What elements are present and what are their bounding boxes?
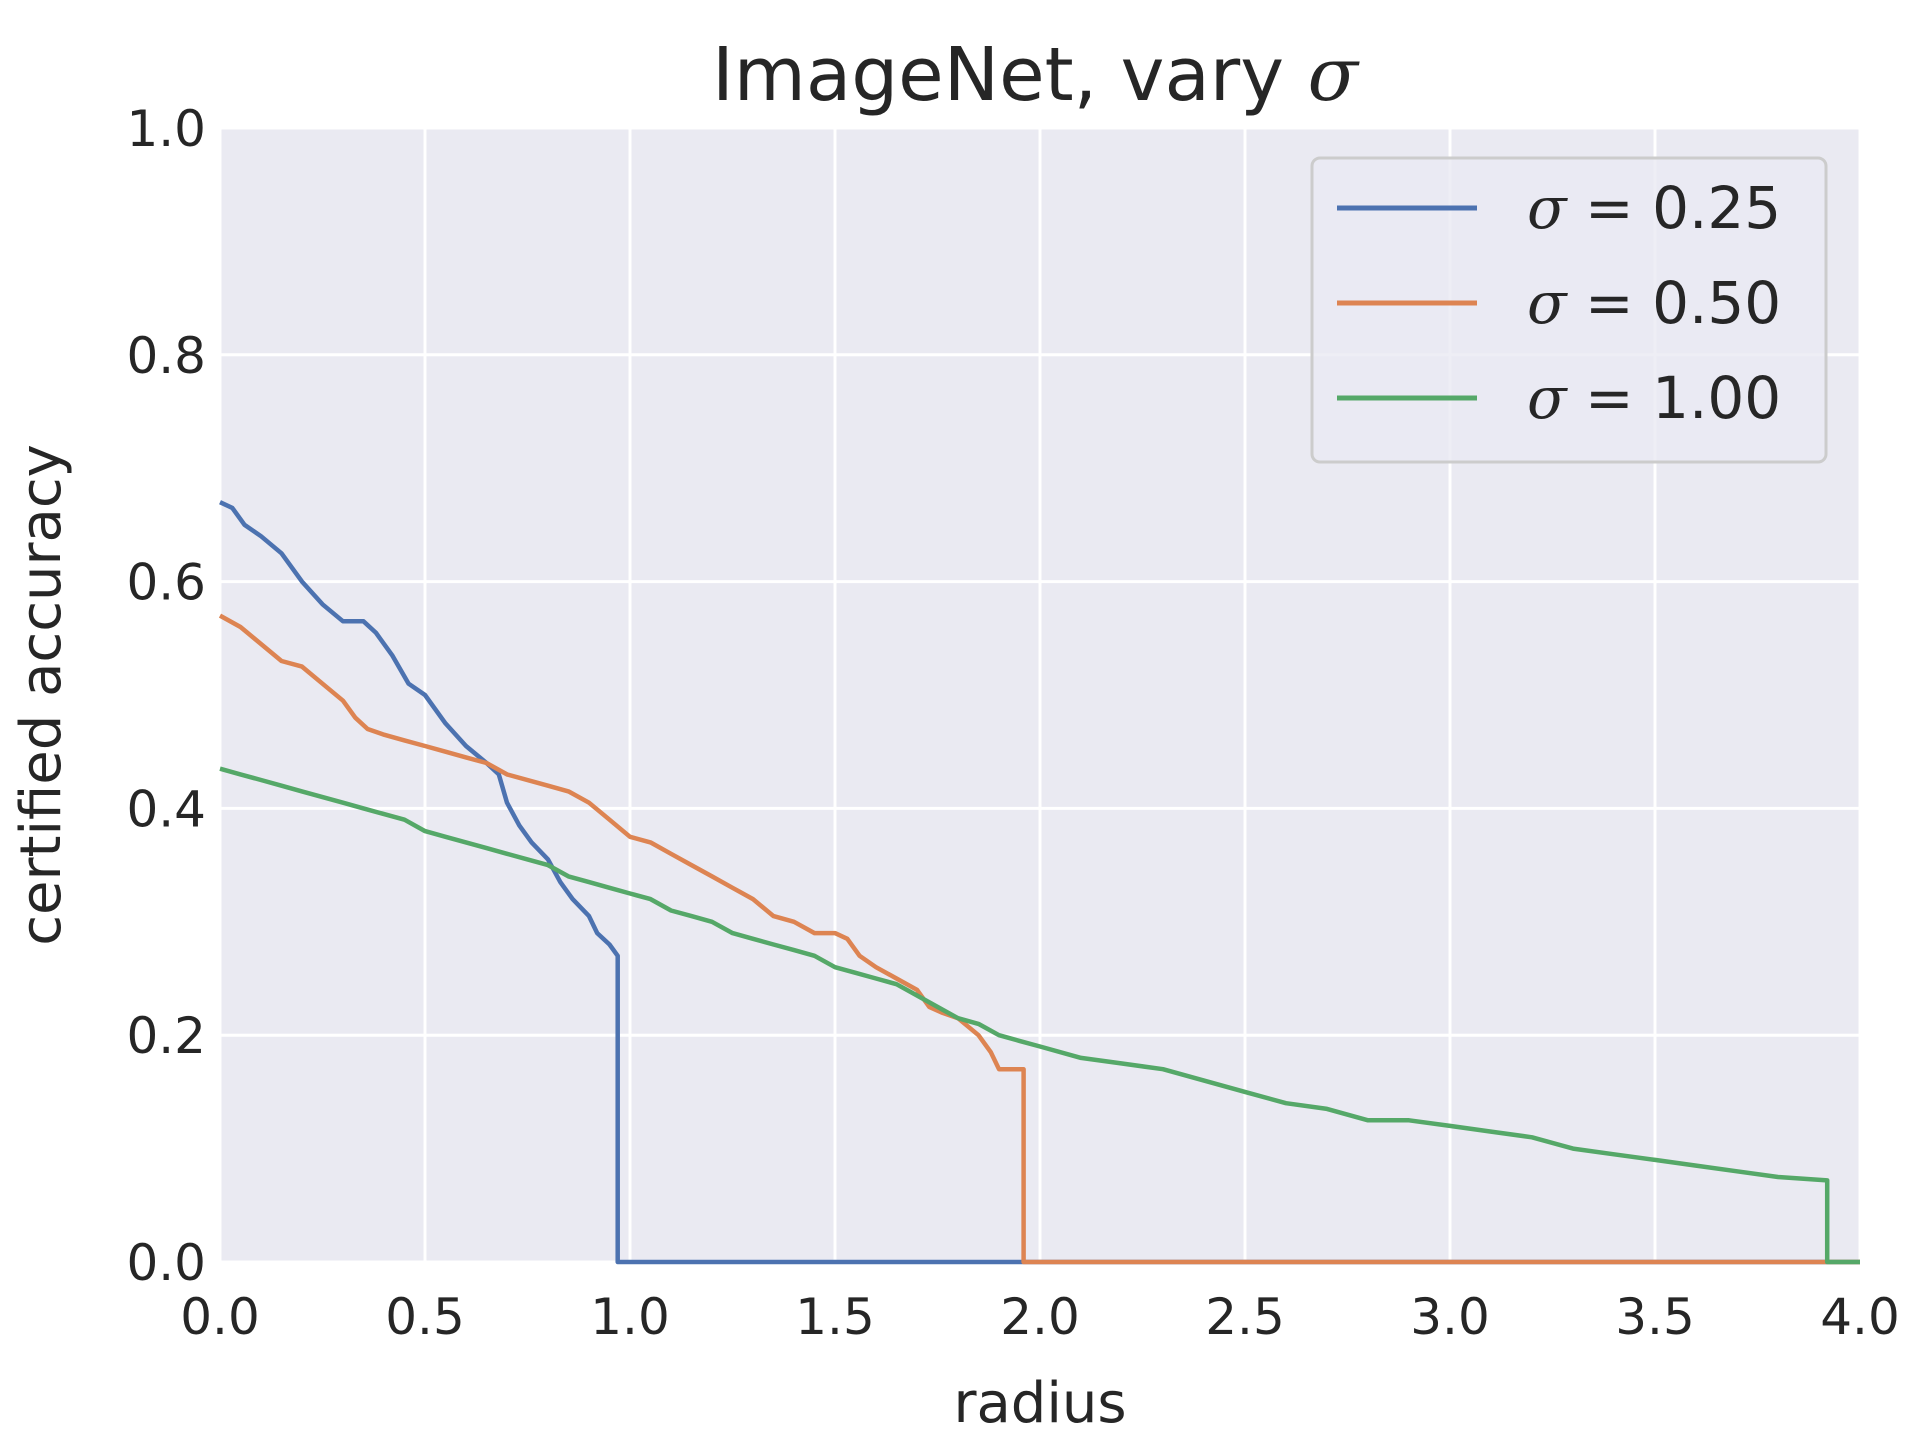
y-tick-label: 0.4	[126, 780, 206, 838]
y-axis-label: certified accuracy	[9, 444, 74, 946]
legend-label-value: = 1.00	[1567, 364, 1782, 432]
x-tick-label: 3.0	[1410, 1288, 1490, 1346]
y-tick-label: 1.0	[126, 100, 206, 158]
x-tick-label: 4.0	[1820, 1288, 1900, 1346]
x-tick-label: 2.0	[1000, 1288, 1080, 1346]
chart-title-symbol: σ	[1308, 32, 1361, 118]
y-tick-label: 0.2	[126, 1007, 206, 1065]
legend-label-symbol: σ	[1527, 364, 1568, 432]
x-tick-label: 3.5	[1615, 1288, 1695, 1346]
x-tick-label: 1.0	[590, 1288, 670, 1346]
series-line-2	[218, 613, 1860, 1265]
y-tick-label: 0.0	[126, 1234, 206, 1292]
tick-labels: 0.0 0.5 1.0 1.5 2.0 2.5 3.0 3.5 4.0 0.0 0.2 0.4 0.6 0…	[126, 100, 1899, 1346]
series-layer	[218, 500, 1860, 1265]
x-axis-label: radius	[953, 1371, 1126, 1436]
chart-title: ImageNet, vary σ	[712, 32, 1361, 118]
legend: σ = 0.25σ = 0.50σ = 1.00	[1310, 156, 1828, 464]
legend-label: σ = 0.50	[1527, 269, 1781, 337]
legend-label-value: = 0.50	[1567, 269, 1782, 337]
legend-label-symbol: σ	[1527, 269, 1568, 337]
legend-label: σ = 1.00	[1527, 364, 1781, 432]
x-tick-label: 0.5	[385, 1288, 465, 1346]
legend-label-symbol: σ	[1527, 174, 1568, 242]
y-tick-label: 0.6	[126, 554, 206, 612]
y-tick-label: 0.8	[126, 327, 206, 385]
legend-label: σ = 0.25	[1527, 174, 1781, 242]
series-line-3	[219, 766, 1860, 1265]
legend-label-value: = 0.25	[1567, 174, 1782, 242]
series-line-1	[219, 500, 1860, 1265]
x-tick-label: 2.5	[1205, 1288, 1285, 1346]
x-tick-label: 1.5	[795, 1288, 875, 1346]
x-tick-label: 0.0	[180, 1288, 260, 1346]
legend-box	[1310, 156, 1828, 464]
legend-entries: σ = 0.25σ = 0.50σ = 1.00	[1337, 174, 1781, 432]
chart-title-prefix: ImageNet, vary	[712, 32, 1308, 118]
